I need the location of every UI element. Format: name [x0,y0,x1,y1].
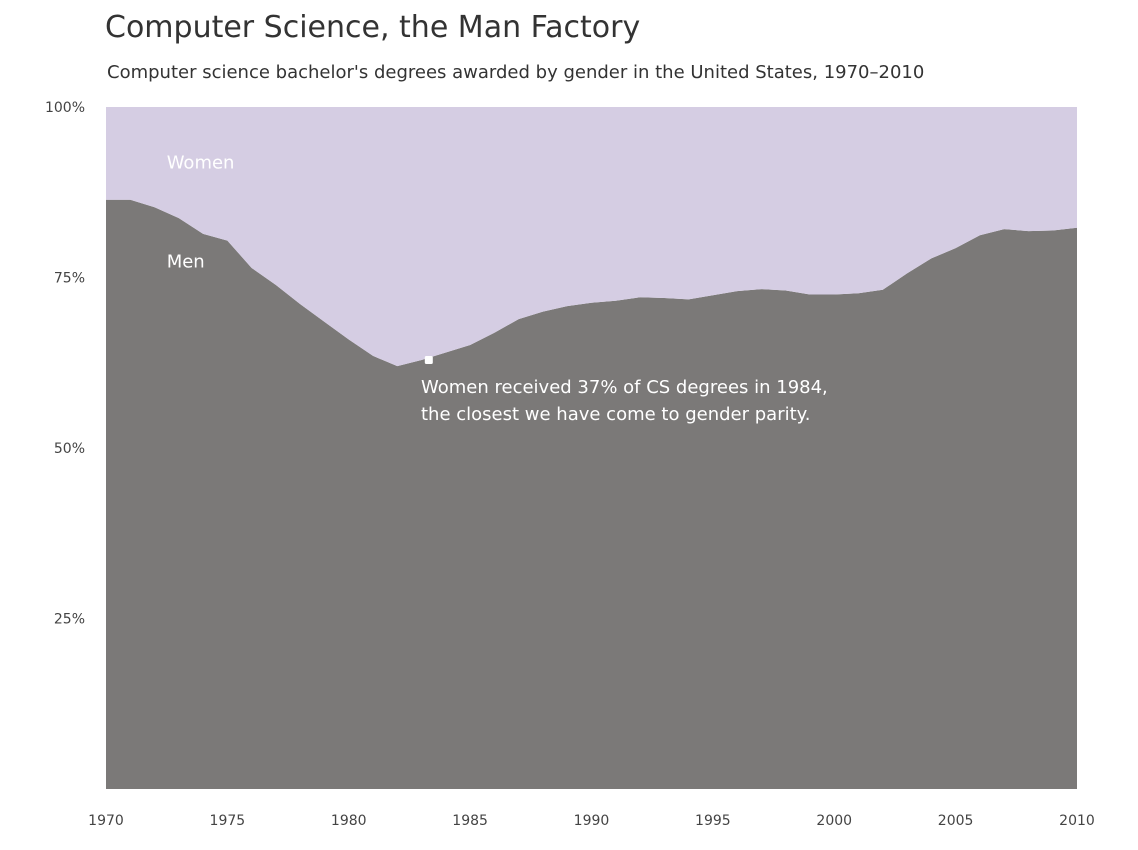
y-tick-label: 75% [54,271,85,287]
series-label-women: Women [167,152,235,173]
y-tick-label: 100% [45,100,85,116]
x-tick-label: 1980 [331,813,367,829]
y-tick-label: 25% [54,612,85,628]
x-tick-label: 2005 [938,813,974,829]
area-women [106,107,1077,367]
series-label-men: Men [167,251,205,272]
annotation-line-1: Women received 37% of CS degrees in 1984… [421,377,828,398]
y-tick-label: 50% [54,441,85,457]
x-tick-label: 1985 [452,813,488,829]
x-tick-label: 1970 [88,813,124,829]
x-tick-label: 1975 [210,813,246,829]
chart-subtitle: Computer science bachelor's degrees awar… [107,62,925,83]
area-men [106,199,1077,789]
x-tick-label: 1995 [695,813,731,829]
x-tick-label: 2000 [816,813,852,829]
chart-title: Computer Science, the Man Factory [105,10,641,45]
annotation-line-2: the closest we have come to gender parit… [421,404,810,425]
annotation-marker [424,356,433,364]
x-tick-label: 2010 [1059,813,1095,829]
x-tick-label: 1990 [574,813,610,829]
